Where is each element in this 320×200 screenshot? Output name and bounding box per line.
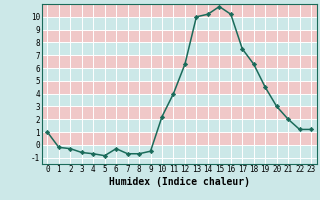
Bar [42, 145, 317, 158]
Bar [42, 42, 317, 55]
Bar [42, 119, 317, 132]
Bar [42, 158, 317, 164]
Bar [42, 68, 317, 81]
Bar [42, 4, 317, 17]
Bar [42, 94, 317, 106]
Bar [42, 17, 317, 30]
X-axis label: Humidex (Indice chaleur): Humidex (Indice chaleur) [109, 177, 250, 187]
